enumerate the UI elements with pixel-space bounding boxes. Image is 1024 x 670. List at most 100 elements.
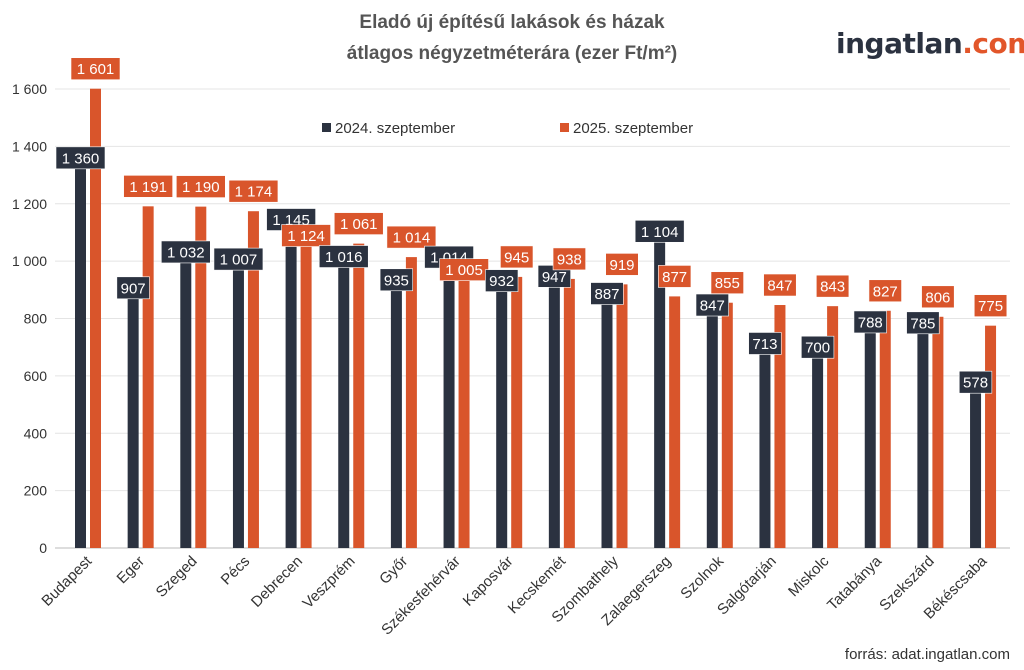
- data-label-box: [710, 271, 744, 295]
- bar-2025: [669, 296, 681, 548]
- data-label-box: [800, 335, 835, 359]
- legend-swatch: [322, 123, 331, 132]
- legend-label: 2024. szeptember: [335, 120, 455, 137]
- data-label: 578: [963, 375, 988, 392]
- bar-2024: [338, 256, 350, 548]
- data-label: 785: [910, 315, 935, 332]
- data-label: 947: [542, 269, 567, 286]
- data-label-box: [921, 285, 955, 309]
- data-label-box: [763, 273, 797, 297]
- data-label-box: [634, 219, 685, 243]
- x-tick-label: Szolnok: [677, 552, 727, 602]
- bar-2024: [812, 347, 824, 548]
- y-tick-label: 400: [24, 425, 48, 441]
- bar-2025: [616, 284, 628, 548]
- bar-2025: [985, 325, 997, 548]
- bar-2024: [864, 321, 876, 548]
- data-label: 935: [384, 272, 409, 289]
- source-note: forrás: adat.ingatlan.com: [844, 646, 1010, 663]
- data-label: 1 104: [641, 224, 679, 241]
- data-label-box: [379, 268, 414, 292]
- bar-2025: [353, 243, 365, 549]
- bar-2024: [548, 276, 560, 548]
- bar-2025: [247, 211, 259, 549]
- data-label-box: [213, 247, 264, 271]
- y-tick-label: 1 200: [12, 196, 47, 212]
- y-tick-label: 1 400: [12, 138, 47, 154]
- y-tick-label: 0: [39, 540, 47, 556]
- bar-2024: [232, 259, 244, 548]
- bar-2024: [654, 231, 666, 549]
- data-label-box: [868, 279, 902, 303]
- data-label-box: [853, 310, 887, 334]
- data-label-box: [815, 274, 850, 298]
- bar-2025: [827, 306, 839, 548]
- x-tick-label: Veszprém: [299, 553, 358, 612]
- data-label: 827: [873, 283, 898, 300]
- data-label-box: [500, 245, 534, 269]
- bar-2025: [511, 276, 523, 548]
- data-label: 855: [715, 275, 740, 292]
- data-label-box: [748, 332, 782, 355]
- data-label-box: [973, 294, 1008, 317]
- x-tick-label: Tatabánya: [824, 552, 885, 613]
- bar-2025: [195, 206, 207, 548]
- legend-label: 2025. szeptember: [573, 120, 693, 137]
- bar-2024: [285, 219, 297, 548]
- data-label: 877: [662, 269, 687, 286]
- data-label: 938: [557, 251, 582, 268]
- data-label-box: [658, 265, 692, 288]
- bar-2025: [90, 88, 101, 548]
- data-label-box: [116, 276, 150, 300]
- data-label: 907: [121, 280, 146, 297]
- bar-2025: [774, 305, 786, 548]
- bar-2024: [970, 382, 982, 548]
- data-label: 775: [978, 298, 1003, 315]
- data-label: 847: [700, 298, 725, 315]
- bar-2025: [142, 206, 154, 548]
- bar-2024: [601, 293, 613, 548]
- bar-2024: [127, 287, 139, 548]
- data-label: 932: [489, 273, 514, 290]
- bar-2025: [300, 225, 312, 549]
- bar-2025: [405, 257, 417, 548]
- data-label-box: [123, 175, 173, 198]
- x-tick-label: Debrecen: [248, 553, 306, 611]
- data-label-box: [590, 282, 624, 305]
- bar-2025: [932, 316, 944, 548]
- bar-2024: [390, 279, 402, 548]
- data-label: 1 007: [220, 252, 258, 269]
- data-label-box: [176, 175, 226, 198]
- data-label-box: [55, 146, 106, 170]
- bar-2024: [75, 157, 86, 548]
- bar-2024: [759, 343, 771, 548]
- bar-2025: [879, 310, 891, 548]
- data-label-box: [552, 247, 586, 271]
- data-label: 1 032: [167, 244, 205, 261]
- bar-2025: [721, 302, 733, 548]
- data-label: 700: [805, 340, 830, 357]
- data-label: 713: [752, 336, 777, 353]
- x-tick-label: Eger: [114, 553, 148, 587]
- bar-2024: [443, 257, 455, 548]
- x-tick-label: Budapest: [38, 552, 95, 609]
- chart-title-line1: Eladó új építésű lakások és házak: [359, 12, 665, 33]
- data-label: 1 190: [182, 179, 220, 196]
- data-label: 1 360: [62, 150, 100, 167]
- x-tick-label: Pécs: [218, 553, 254, 589]
- bar-2024: [706, 305, 718, 548]
- data-label-box: [485, 269, 519, 292]
- data-label: 843: [820, 279, 845, 296]
- bar-2025: [563, 278, 575, 548]
- data-label: 1 016: [325, 249, 363, 266]
- data-label: 1 124: [287, 228, 325, 245]
- data-label-box: [386, 225, 437, 249]
- data-label: 1 014: [393, 230, 431, 247]
- y-tick-label: 800: [24, 311, 48, 327]
- data-label-box: [958, 370, 993, 394]
- x-tick-label: Szeged: [153, 553, 201, 601]
- data-label-box: [605, 253, 639, 276]
- data-label: 1 601: [77, 61, 115, 78]
